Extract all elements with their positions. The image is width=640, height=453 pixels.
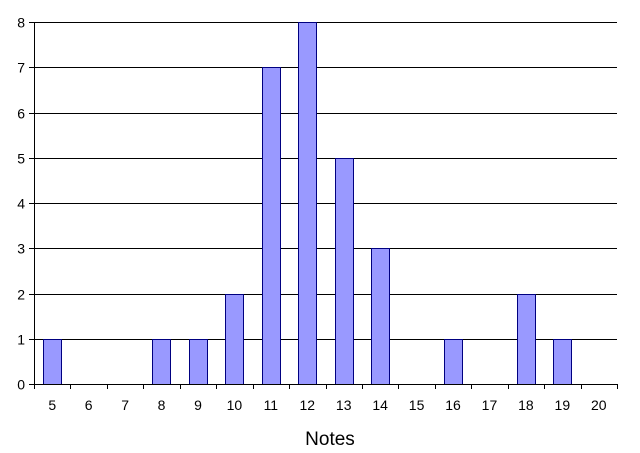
y-tick-label: 1 (17, 332, 25, 348)
x-tick-label: 16 (445, 397, 461, 413)
x-tick-label: 11 (264, 397, 279, 413)
gridlines (34, 22, 617, 340)
x-tick-label: 14 (372, 397, 388, 413)
bar (189, 339, 208, 385)
x-tick-label: 18 (518, 397, 534, 413)
y-tick-label: 7 (17, 60, 25, 76)
x-tick-labels: 5 6 7 8 9 10 11 12 13 14 15 16 17 18 19 20 (48, 397, 606, 413)
x-tick-label: 8 (158, 397, 166, 413)
x-tick-label: 19 (555, 397, 571, 413)
axes (29, 22, 618, 389)
x-tick-label: 20 (591, 397, 607, 413)
bar (43, 339, 62, 385)
x-tick-label: 17 (482, 397, 498, 413)
bar (152, 339, 171, 385)
y-tick-label: 2 (17, 287, 25, 303)
bar (335, 158, 354, 385)
x-tick-label: 12 (299, 397, 315, 413)
y-tick-label: 3 (17, 241, 25, 257)
bar (262, 67, 281, 385)
bar (517, 294, 536, 385)
y-tick-label: 6 (17, 106, 25, 122)
x-tick-label: 9 (194, 397, 202, 413)
x-tick-label: 5 (48, 397, 56, 413)
x-tick-label: 10 (227, 397, 243, 413)
x-tick-label: 7 (121, 397, 129, 413)
x-tick-label: 15 (409, 397, 425, 413)
bar (225, 294, 244, 385)
bar (371, 248, 390, 385)
x-tick-label: 6 (85, 397, 93, 413)
x-tick-label: 13 (336, 397, 352, 413)
x-axis-title: Notes (305, 429, 355, 450)
bar (444, 339, 463, 385)
y-tick-label: 5 (17, 151, 25, 167)
y-tick-label: 0 (17, 377, 25, 393)
y-tick-label: 4 (17, 196, 25, 212)
y-tick-labels: 0 1 2 3 4 5 6 7 8 (17, 15, 25, 393)
bar (553, 339, 572, 385)
y-tick-label: 8 (17, 15, 25, 31)
bar (298, 22, 317, 385)
